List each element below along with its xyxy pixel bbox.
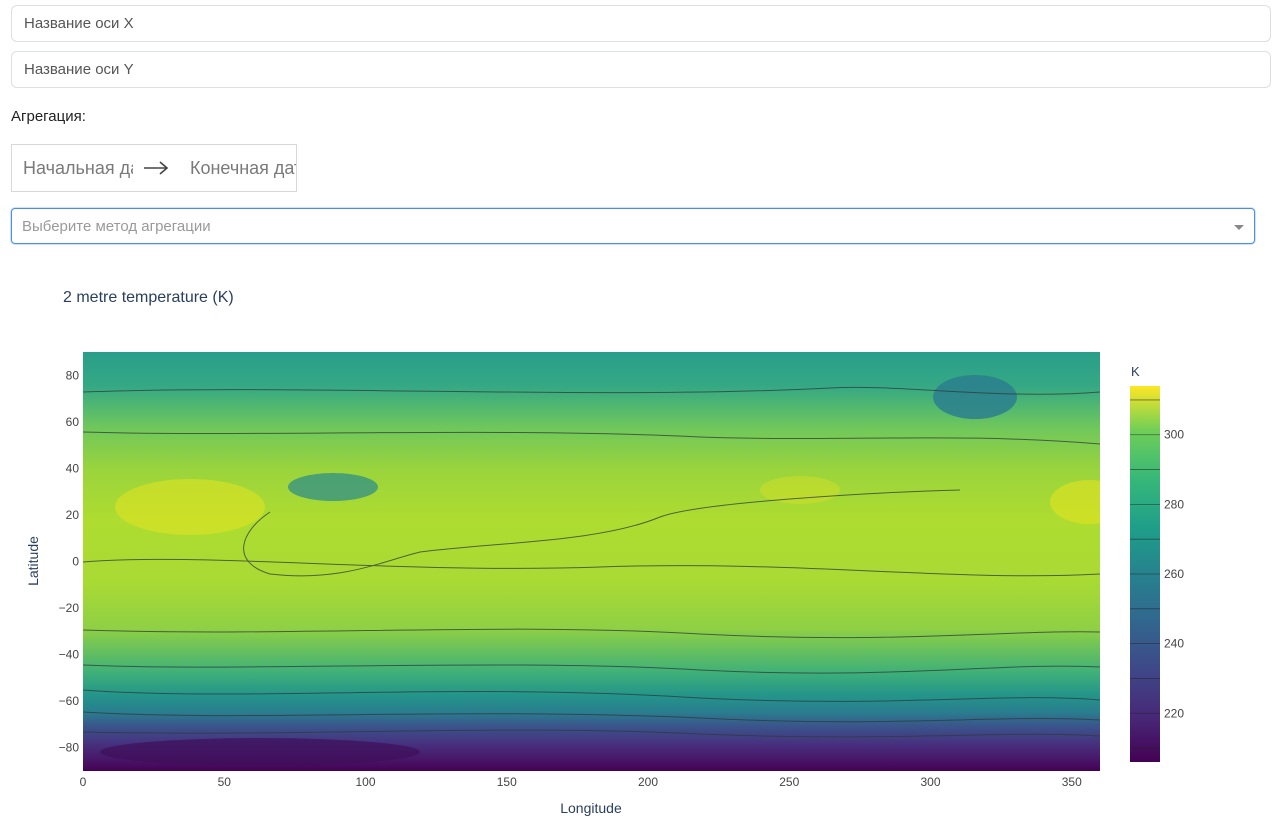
- antarctica-deep-cold-region: [100, 738, 420, 766]
- contour-lines: [83, 386, 1100, 738]
- colorbar-ticks: 220 240 260 280 300: [1130, 399, 1184, 749]
- y-tick-label: −40: [59, 648, 80, 662]
- greenland-cold-region: [933, 375, 1017, 419]
- north-america-hot-region: [760, 476, 840, 504]
- x-axis-ticks: 0 50 100 150 200 250 300 350: [80, 775, 1082, 789]
- x-tick-label: 100: [355, 775, 375, 789]
- x-axis-title-input[interactable]: [11, 5, 1271, 42]
- y-tick-label: 60: [66, 415, 80, 429]
- chevron-down-icon[interactable]: [1234, 225, 1244, 230]
- colorbar-tick-label: 260: [1164, 567, 1184, 581]
- y-axis-label: Latitude: [25, 536, 41, 586]
- temperature-heatmap-chart: 2 metre temperature (K) 0 50 100 150 2: [25, 289, 1184, 816]
- x-tick-label: 0: [80, 775, 87, 789]
- x-tick-label: 200: [638, 775, 658, 789]
- sahara-west-hot-region: [1050, 480, 1100, 524]
- colorbar-tick-label: 240: [1164, 637, 1184, 651]
- colorbar-title: K: [1131, 364, 1140, 379]
- arrow-right-icon: [144, 161, 169, 175]
- x-axis-label: Longitude: [560, 800, 622, 816]
- x-tick-label: 50: [218, 775, 232, 789]
- aggregation-method-select[interactable]: Выберите метод агрегации: [11, 208, 1255, 244]
- aggregation-label: Агрегация:: [11, 108, 86, 125]
- colorbar-tick-label: 220: [1164, 706, 1184, 720]
- x-tick-label: 300: [920, 775, 940, 789]
- heatmap-plot-area: [83, 352, 1100, 771]
- chart-title: 2 metre temperature (K): [63, 289, 234, 306]
- x-tick-label: 250: [779, 775, 799, 789]
- y-tick-label: −20: [59, 601, 80, 615]
- y-tick-label: 80: [66, 368, 80, 382]
- y-axis-title-input[interactable]: [11, 51, 1271, 88]
- x-tick-label: 350: [1062, 775, 1082, 789]
- colorbar-tick-label: 280: [1164, 497, 1184, 511]
- y-tick-label: 40: [66, 461, 80, 475]
- date-range-picker: [11, 144, 297, 192]
- end-date-input[interactable]: [190, 157, 296, 179]
- aggregation-method-placeholder: Выберите метод агрегации: [22, 218, 211, 235]
- x-tick-label: 150: [497, 775, 517, 789]
- y-tick-label: −60: [59, 694, 80, 708]
- colorbar-tick-label: 300: [1164, 428, 1184, 442]
- tibet-cold-region: [288, 473, 378, 501]
- start-date-input[interactable]: [23, 157, 133, 179]
- y-tick-label: −80: [59, 741, 80, 755]
- y-tick-label: 20: [66, 508, 80, 522]
- africa-hot-region: [115, 479, 265, 535]
- y-tick-label: 0: [72, 555, 79, 569]
- y-axis-ticks: −80 −60 −40 −20 0 20 40 60 80: [59, 368, 80, 754]
- heatmap-field: [83, 352, 1100, 771]
